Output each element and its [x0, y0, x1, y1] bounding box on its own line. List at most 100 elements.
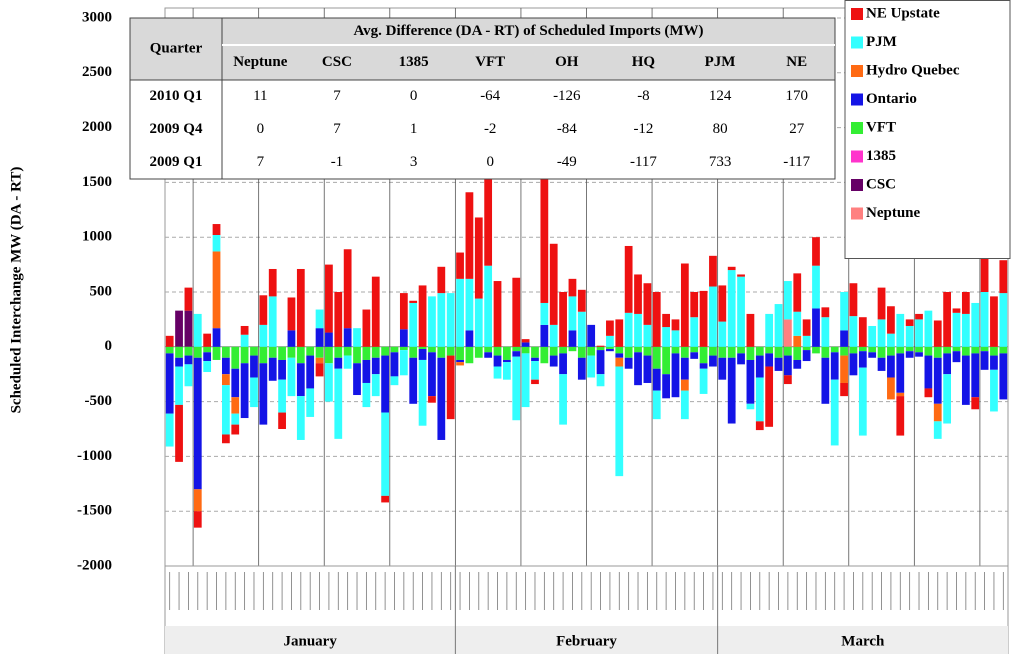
bar-segment [268, 268, 277, 297]
bar-segment [980, 351, 989, 370]
bar-segment [446, 346, 455, 356]
bar-segment [334, 292, 343, 347]
bar-segment [240, 346, 249, 364]
bar-segment [484, 165, 493, 266]
bar-segment [887, 355, 895, 378]
bar-segment [362, 346, 371, 360]
bar-segment [587, 355, 596, 378]
bar-segment [793, 273, 802, 312]
bar-segment [615, 353, 624, 358]
bar-segment [774, 304, 783, 347]
bar-segment [203, 352, 212, 362]
table-cell: -2 [484, 121, 497, 137]
bar-segment [418, 359, 427, 426]
bar-segment [933, 346, 942, 358]
bar-segment [428, 346, 436, 353]
bar-segment [652, 346, 661, 369]
y-tick-label: -1500 [77, 503, 112, 519]
legend-label: NE Upstate [866, 5, 940, 21]
bar-segment [175, 310, 183, 347]
table-cell: 7 [333, 88, 341, 104]
bar-segment [624, 346, 633, 358]
month-row [165, 626, 1008, 654]
bar-segment [409, 300, 418, 303]
bar-segment [222, 346, 230, 358]
bar-segment [343, 346, 352, 356]
bar-segment [784, 346, 792, 356]
table-cell: 0 [486, 154, 494, 170]
bar-segment [606, 320, 614, 336]
bar-segment [531, 357, 539, 362]
bar-segment [278, 346, 286, 360]
y-tick-label: 1000 [82, 229, 112, 245]
bar-segment [793, 335, 802, 347]
bar-segment [952, 312, 961, 347]
table-cell: 733 [709, 154, 732, 170]
bar-segment [465, 330, 474, 347]
bar-segment [774, 346, 783, 358]
bar-segment [240, 363, 249, 419]
table-cell: 27 [789, 121, 805, 137]
bar-segment [250, 346, 258, 356]
bar-segment [980, 248, 989, 292]
column-header: HQ [632, 54, 656, 70]
bar-segment [933, 320, 942, 347]
table-cell: -64 [480, 88, 500, 104]
bar-segment [484, 346, 493, 353]
bar-segment [999, 260, 1008, 294]
bar-segment [568, 346, 577, 352]
bar-segment [325, 363, 333, 402]
bar-segment [652, 390, 661, 420]
table-cell: -49 [557, 154, 577, 170]
bar-segment [933, 357, 942, 404]
bar-segment [905, 351, 914, 358]
bar-segment [671, 330, 680, 347]
bar-segment [961, 355, 970, 405]
legend-swatch [851, 207, 863, 220]
bar-segment [671, 353, 680, 398]
bar-segment [306, 355, 315, 389]
bar-segment [615, 366, 624, 477]
bar-segment [793, 346, 802, 360]
bar-segment [371, 346, 380, 358]
table-cell: 7 [333, 121, 341, 137]
bar-segment [353, 346, 361, 364]
bar-segment [971, 302, 980, 347]
bar-segment [512, 346, 521, 352]
bar-segment [577, 346, 586, 358]
bar-segment [540, 324, 549, 347]
bar-segment [381, 495, 389, 503]
bar-segment [606, 348, 614, 352]
bar-segment [315, 363, 324, 377]
bar-segment [793, 359, 802, 369]
bar-segment [371, 357, 380, 375]
bar-segment [961, 292, 970, 314]
bar-segment [559, 292, 567, 347]
bar-segment [887, 346, 895, 356]
table-cell: 170 [785, 88, 808, 104]
bar-segment [980, 292, 989, 347]
bar-segment [915, 346, 923, 353]
bar-segment [250, 355, 258, 378]
bar-segment [812, 265, 820, 309]
bar-segment [549, 346, 558, 356]
bar-segment [709, 355, 717, 367]
bar-segment [287, 330, 296, 347]
bar-segment [175, 346, 183, 358]
bar-segment [165, 413, 174, 447]
month-label: January [284, 633, 338, 649]
bar-segment [905, 325, 914, 347]
bar-segment [727, 357, 736, 424]
bar-segment [559, 346, 567, 354]
bar-segment [596, 374, 605, 387]
bar-segment [315, 309, 324, 329]
bar-segment [362, 309, 371, 347]
bar-segment [503, 359, 511, 363]
bar-segment [718, 321, 727, 347]
bar-segment [643, 283, 652, 325]
bar-segment [549, 324, 558, 347]
bar-segment [821, 307, 830, 318]
bar-segment [231, 368, 240, 398]
bar-segment [446, 293, 455, 347]
